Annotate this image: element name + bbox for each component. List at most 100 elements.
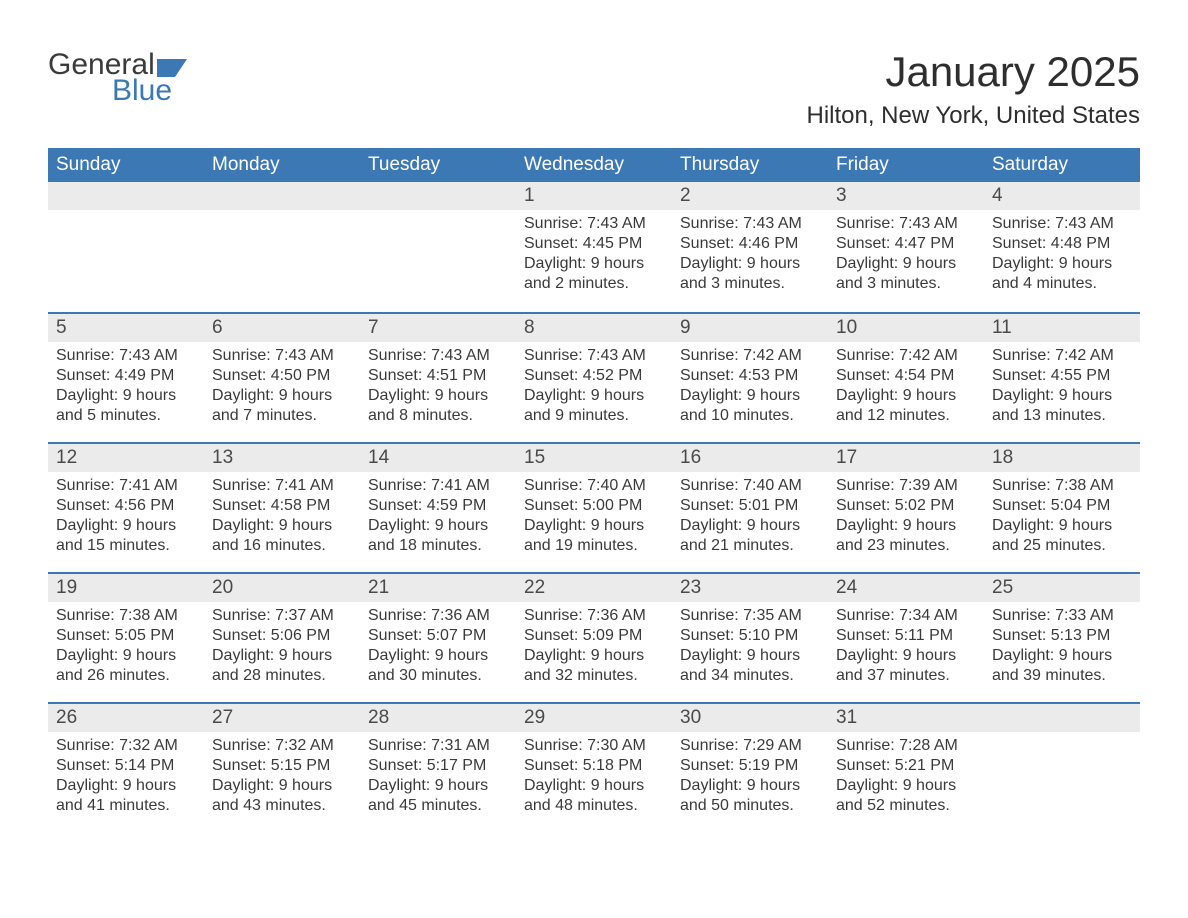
day-number: 7 bbox=[360, 314, 516, 342]
daylight-text: Daylight: 9 hours and 9 minutes. bbox=[524, 386, 664, 426]
day-number: 9 bbox=[672, 314, 828, 342]
weekday-header: Sunday bbox=[48, 148, 204, 182]
day-details: Sunrise: 7:37 AMSunset: 5:06 PMDaylight:… bbox=[204, 602, 360, 700]
day-details: Sunrise: 7:32 AMSunset: 5:15 PMDaylight:… bbox=[204, 732, 360, 830]
day-details: Sunrise: 7:43 AMSunset: 4:48 PMDaylight:… bbox=[984, 210, 1140, 308]
day-number: 5 bbox=[48, 314, 204, 342]
day-details: Sunrise: 7:43 AMSunset: 4:52 PMDaylight:… bbox=[516, 342, 672, 440]
sunset-text: Sunset: 4:54 PM bbox=[836, 366, 976, 386]
sunrise-text: Sunrise: 7:42 AM bbox=[992, 346, 1132, 366]
day-number: 4 bbox=[984, 182, 1140, 210]
day-details: Sunrise: 7:42 AMSunset: 4:54 PMDaylight:… bbox=[828, 342, 984, 440]
day-number: 6 bbox=[204, 314, 360, 342]
calendar-day: 10Sunrise: 7:42 AMSunset: 4:54 PMDayligh… bbox=[828, 314, 984, 442]
day-number: 15 bbox=[516, 444, 672, 472]
daylight-text: Daylight: 9 hours and 37 minutes. bbox=[836, 646, 976, 686]
day-details: Sunrise: 7:40 AMSunset: 5:00 PMDaylight:… bbox=[516, 472, 672, 570]
calendar-day: 1Sunrise: 7:43 AMSunset: 4:45 PMDaylight… bbox=[516, 182, 672, 312]
sunset-text: Sunset: 5:19 PM bbox=[680, 756, 820, 776]
daylight-text: Daylight: 9 hours and 32 minutes. bbox=[524, 646, 664, 686]
sunset-text: Sunset: 4:58 PM bbox=[212, 496, 352, 516]
day-number: 25 bbox=[984, 574, 1140, 602]
sunrise-text: Sunrise: 7:40 AM bbox=[680, 476, 820, 496]
sunset-text: Sunset: 5:14 PM bbox=[56, 756, 196, 776]
daylight-text: Daylight: 9 hours and 8 minutes. bbox=[368, 386, 508, 426]
day-number: 20 bbox=[204, 574, 360, 602]
brand-text-2: Blue bbox=[112, 74, 172, 108]
day-number: 29 bbox=[516, 704, 672, 732]
calendar-day: 20Sunrise: 7:37 AMSunset: 5:06 PMDayligh… bbox=[204, 574, 360, 702]
calendar: Sunday Monday Tuesday Wednesday Thursday… bbox=[48, 148, 1140, 832]
sunset-text: Sunset: 4:47 PM bbox=[836, 234, 976, 254]
day-number bbox=[360, 182, 516, 210]
daylight-text: Daylight: 9 hours and 43 minutes. bbox=[212, 776, 352, 816]
sunrise-text: Sunrise: 7:43 AM bbox=[992, 214, 1132, 234]
sunset-text: Sunset: 5:04 PM bbox=[992, 496, 1132, 516]
day-number: 18 bbox=[984, 444, 1140, 472]
sunrise-text: Sunrise: 7:41 AM bbox=[212, 476, 352, 496]
calendar-day: 21Sunrise: 7:36 AMSunset: 5:07 PMDayligh… bbox=[360, 574, 516, 702]
sunset-text: Sunset: 5:10 PM bbox=[680, 626, 820, 646]
daylight-text: Daylight: 9 hours and 4 minutes. bbox=[992, 254, 1132, 294]
calendar-day: 24 Sunrise: 7:34 AMSunset: 5:11 PMDayligh… bbox=[828, 574, 984, 702]
day-details: Sunrise: 7:41 AMSunset: 4:58 PMDaylight:… bbox=[204, 472, 360, 570]
day-details: Sunrise: 7:40 AMSunset: 5:01 PMDaylight:… bbox=[672, 472, 828, 570]
day-details: Sunrise: 7:31 AMSunset: 5:17 PMDaylight:… bbox=[360, 732, 516, 830]
day-number: 22 bbox=[516, 574, 672, 602]
day-details: Sunrise: 7:38 AMSunset: 5:05 PMDaylight:… bbox=[48, 602, 204, 700]
daylight-text: Daylight: 9 hours and 26 minutes. bbox=[56, 646, 196, 686]
sunrise-text: Sunrise: 7:34 AM bbox=[836, 606, 976, 626]
sunset-text: Sunset: 4:49 PM bbox=[56, 366, 196, 386]
day-number: 17 bbox=[828, 444, 984, 472]
calendar-day: 5Sunrise: 7:43 AMSunset: 4:49 PMDaylight… bbox=[48, 314, 204, 442]
daylight-text: Daylight: 9 hours and 3 minutes. bbox=[680, 254, 820, 294]
sunset-text: Sunset: 5:01 PM bbox=[680, 496, 820, 516]
day-number: 2 bbox=[672, 182, 828, 210]
day-details: Sunrise: 7:42 AMSunset: 4:55 PMDaylight:… bbox=[984, 342, 1140, 440]
sunset-text: Sunset: 4:46 PM bbox=[680, 234, 820, 254]
sunset-text: Sunset: 4:59 PM bbox=[368, 496, 508, 516]
day-number: 27 bbox=[204, 704, 360, 732]
day-details bbox=[204, 210, 360, 228]
day-details bbox=[360, 210, 516, 228]
day-number: 3 bbox=[828, 182, 984, 210]
calendar-day: 15Sunrise: 7:40 AMSunset: 5:00 PMDayligh… bbox=[516, 444, 672, 572]
sunset-text: Sunset: 5:02 PM bbox=[836, 496, 976, 516]
day-number bbox=[984, 704, 1140, 732]
sunset-text: Sunset: 5:18 PM bbox=[524, 756, 664, 776]
calendar-day: 4Sunrise: 7:43 AMSunset: 4:48 PMDaylight… bbox=[984, 182, 1140, 312]
sunset-text: Sunset: 5:05 PM bbox=[56, 626, 196, 646]
day-details: Sunrise: 7:39 AMSunset: 5:02 PMDaylight:… bbox=[828, 472, 984, 570]
sunrise-text: Sunrise: 7:43 AM bbox=[212, 346, 352, 366]
calendar-day: 18Sunrise: 7:38 AMSunset: 5:04 PMDayligh… bbox=[984, 444, 1140, 572]
location-text: Hilton, New York, United States bbox=[806, 102, 1140, 130]
daylight-text: Daylight: 9 hours and 50 minutes. bbox=[680, 776, 820, 816]
daylight-text: Daylight: 9 hours and 48 minutes. bbox=[524, 776, 664, 816]
sunrise-text: Sunrise: 7:28 AM bbox=[836, 736, 976, 756]
calendar-day: 28Sunrise: 7:31 AMSunset: 5:17 PMDayligh… bbox=[360, 704, 516, 832]
sunset-text: Sunset: 5:11 PM bbox=[836, 626, 976, 646]
calendar-day bbox=[360, 182, 516, 312]
day-details: Sunrise: 7:36 AMSunset: 5:09 PMDaylight:… bbox=[516, 602, 672, 700]
day-number: 19 bbox=[48, 574, 204, 602]
day-number: 24 bbox=[828, 574, 984, 602]
day-number: 1 bbox=[516, 182, 672, 210]
calendar-day: 16Sunrise: 7:40 AMSunset: 5:01 PMDayligh… bbox=[672, 444, 828, 572]
sunset-text: Sunset: 4:55 PM bbox=[992, 366, 1132, 386]
day-details: Sunrise: 7:43 AMSunset: 4:50 PMDaylight:… bbox=[204, 342, 360, 440]
day-number: 30 bbox=[672, 704, 828, 732]
daylight-text: Daylight: 9 hours and 10 minutes. bbox=[680, 386, 820, 426]
daylight-text: Daylight: 9 hours and 16 minutes. bbox=[212, 516, 352, 556]
daylight-text: Daylight: 9 hours and 7 minutes. bbox=[212, 386, 352, 426]
day-number: 16 bbox=[672, 444, 828, 472]
calendar-day: 19Sunrise: 7:38 AMSunset: 5:05 PMDayligh… bbox=[48, 574, 204, 702]
calendar-day: 6Sunrise: 7:43 AMSunset: 4:50 PMDaylight… bbox=[204, 314, 360, 442]
day-number: 31 bbox=[828, 704, 984, 732]
sunset-text: Sunset: 5:17 PM bbox=[368, 756, 508, 776]
calendar-day: 13Sunrise: 7:41 AMSunset: 4:58 PMDayligh… bbox=[204, 444, 360, 572]
sunrise-text: Sunrise: 7:43 AM bbox=[56, 346, 196, 366]
day-details bbox=[48, 210, 204, 228]
day-details: Sunrise: 7:43 AMSunset: 4:47 PMDaylight:… bbox=[828, 210, 984, 308]
day-number: 8 bbox=[516, 314, 672, 342]
daylight-text: Daylight: 9 hours and 34 minutes. bbox=[680, 646, 820, 686]
